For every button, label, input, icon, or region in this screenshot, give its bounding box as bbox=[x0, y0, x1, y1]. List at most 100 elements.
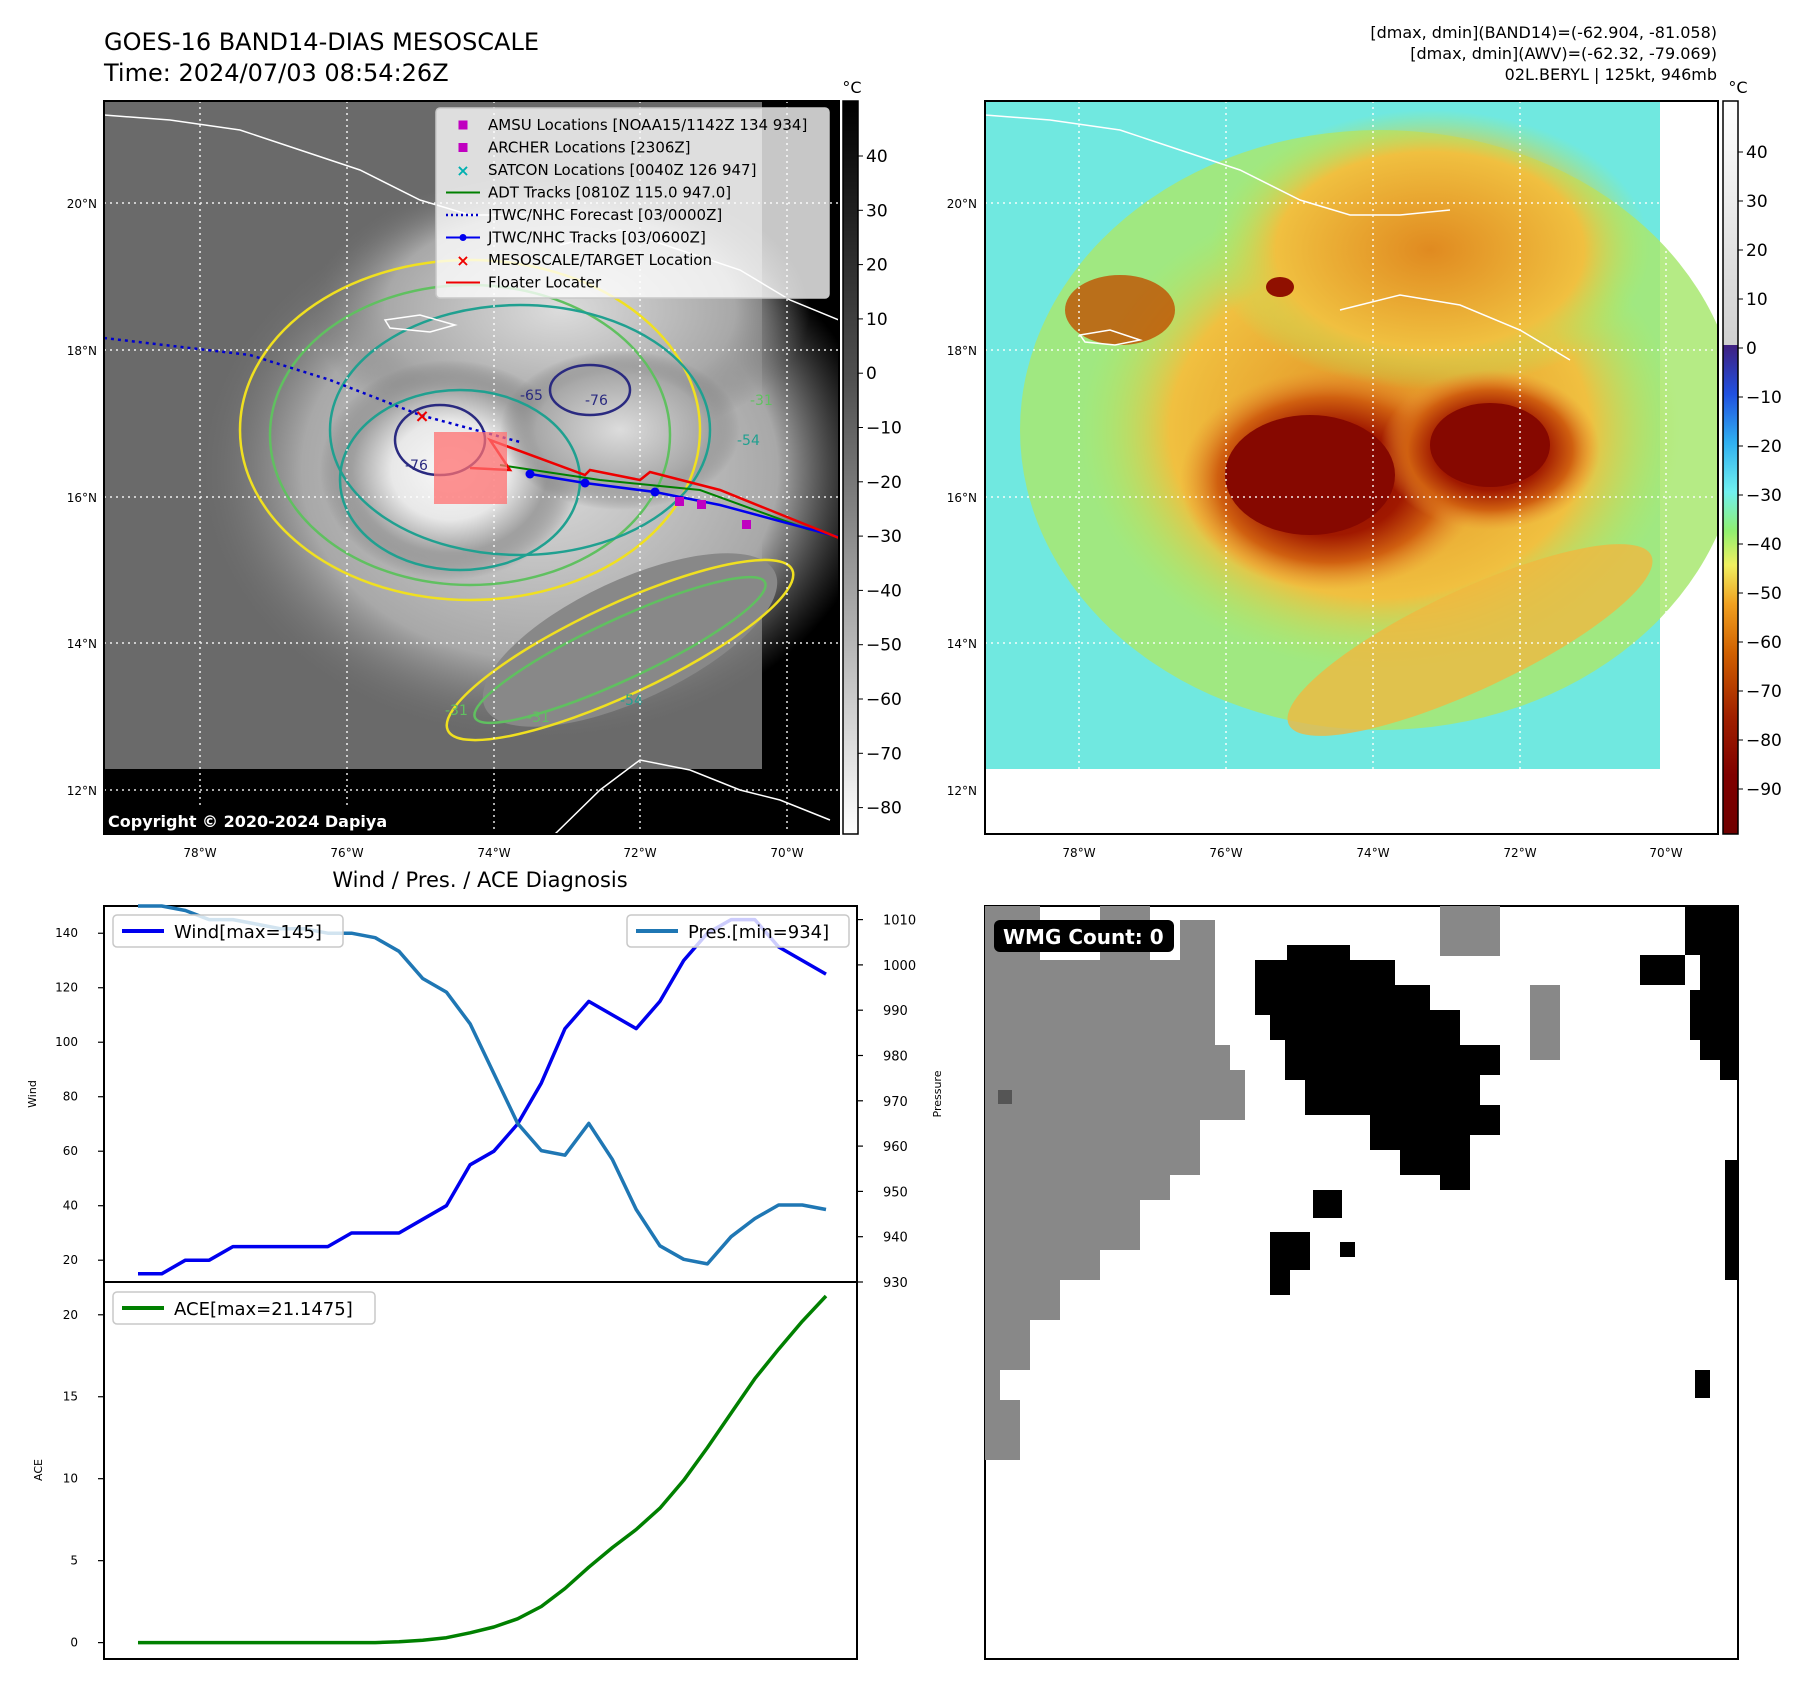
contour-teal-inner bbox=[338, 388, 582, 572]
colorbar-gradient bbox=[842, 100, 859, 835]
amsu-marker bbox=[675, 497, 684, 506]
lon-tick-label: 74°W bbox=[1356, 846, 1389, 860]
colorbar-tick-label: 20 bbox=[866, 256, 888, 276]
copyright-text: Copyright © 2020-2024 Dapiya bbox=[108, 812, 387, 831]
coastline-southamerica bbox=[554, 759, 831, 834]
jtwc-track-point bbox=[580, 478, 590, 488]
colorbar-ticks: 40 30 20 10 0 −10 −20 −30 −40 −50 −60 −70 −80 −90 bbox=[1738, 143, 1782, 800]
colorbar-tick-label: 20 bbox=[1746, 241, 1768, 261]
wind-ytick-label: 60 bbox=[63, 1144, 78, 1158]
contour-south-green bbox=[473, 575, 767, 725]
legend-label: MESOSCALE/TARGET Location bbox=[488, 251, 712, 269]
colorbar-tick-label: −20 bbox=[1746, 437, 1782, 457]
colorbar-lower bbox=[1723, 345, 1738, 834]
pressure-legend-box bbox=[626, 914, 850, 948]
contour-label: -76 bbox=[585, 393, 608, 409]
wmg-gray-region bbox=[985, 906, 1560, 1460]
ace-legend-label: ACE[max=21.1475] bbox=[174, 1299, 353, 1320]
colorbar-tick-label: −30 bbox=[866, 527, 902, 547]
lon-tick-label: 74°W bbox=[477, 846, 510, 860]
legend-label: ADT Tracks [0810Z 115.0 947.0] bbox=[488, 184, 731, 202]
lat-tick-label: 20°N bbox=[67, 197, 97, 211]
wmg-count-label: WMG Count: 0 bbox=[1003, 925, 1164, 949]
contour-south-yellow bbox=[445, 558, 795, 742]
pressure-ytick-label: 990 bbox=[883, 1004, 908, 1019]
map-legend: AMSU Locations [NOAA15/1142Z 134 934] ARC… bbox=[435, 107, 830, 299]
ace-legend-box bbox=[112, 1291, 376, 1325]
pressure-ytick-label: 1010 bbox=[883, 914, 916, 929]
colorbar-tick-label: −70 bbox=[866, 744, 902, 764]
color-south-band bbox=[1287, 544, 1653, 736]
colorbar-tick-label: −50 bbox=[866, 636, 902, 656]
color-colorbar: °C 40 30 20 10 0 −10 −20 −30 −40 −50 −60 −70 −80 −90 bbox=[1722, 78, 1782, 835]
adt-track bbox=[499, 464, 811, 531]
wind-ytick-label: 120 bbox=[55, 981, 78, 995]
colorbar-tick-label: −60 bbox=[866, 690, 902, 710]
colorbar-tick-label: 10 bbox=[1746, 290, 1768, 310]
color-gridlines bbox=[985, 101, 1718, 834]
color-cold-core bbox=[1225, 415, 1395, 535]
lat-tick-label: 14°N bbox=[67, 637, 97, 651]
legend-marker-dot bbox=[459, 234, 467, 241]
pressure-ytick-label: 970 bbox=[883, 1095, 908, 1110]
wind-ytick-label: 40 bbox=[63, 1199, 78, 1213]
pressure-legend: Pres.[min=934] bbox=[626, 914, 850, 948]
colorbar-tick-label: 30 bbox=[866, 201, 888, 221]
lon-tick-label: 72°W bbox=[1503, 846, 1536, 860]
lat-tick-label: 12°N bbox=[947, 784, 977, 798]
lon-tick-label: 78°W bbox=[1062, 846, 1095, 860]
pressure-ytick-label: 980 bbox=[883, 1049, 908, 1064]
legend-marker: × bbox=[456, 161, 469, 180]
ir-colorbar: °C 40 30 20 10 0 −10 −20 −30 −40 −50 −60 −70 −80 bbox=[842, 78, 902, 835]
colorbar-upper bbox=[1723, 101, 1738, 345]
ace-axis-label: ACE bbox=[32, 1459, 45, 1481]
color-cold-core-east bbox=[1430, 403, 1550, 487]
colorbar-tick-label: 0 bbox=[866, 364, 877, 384]
colorbar-tick-label: 30 bbox=[1746, 192, 1768, 212]
archer-marker bbox=[697, 500, 706, 509]
wind-ytick-label: 100 bbox=[55, 1035, 78, 1049]
ir-south-band bbox=[482, 553, 778, 727]
wind-legend-label: Wind[max=145] bbox=[174, 922, 322, 943]
wmg-label-background bbox=[994, 920, 1174, 952]
contour-teal bbox=[328, 303, 712, 557]
contour-label: -65 bbox=[520, 388, 543, 404]
ir-east-cloud bbox=[500, 350, 740, 510]
colorbar-tick-label: −70 bbox=[1746, 682, 1782, 702]
ir-lat-ticks: 20°N 18°N 16°N 14°N 12°N bbox=[67, 197, 97, 798]
ace-ytick-label: 5 bbox=[70, 1554, 78, 1568]
contour-label: -31 bbox=[750, 393, 773, 409]
color-lon-ticks: 78°W 76°W 74°W 72°W 70°W bbox=[1062, 846, 1682, 860]
ir-map-frame bbox=[103, 100, 840, 835]
colorbar-ticks: 40 30 20 10 0 −10 −20 −30 −40 −50 −60 −70 −80 bbox=[858, 147, 902, 819]
pressure-axis-label: Pressure bbox=[931, 1070, 944, 1117]
color-coastline-cuba bbox=[985, 114, 1451, 216]
contour-navy-east bbox=[548, 363, 632, 417]
colorbar-tick-label: 40 bbox=[1746, 143, 1768, 163]
lon-tick-label: 72°W bbox=[623, 846, 656, 860]
ace-line bbox=[138, 1294, 828, 1645]
colorbar-tick-label: −40 bbox=[1746, 535, 1782, 555]
wind-yticks: 20 40 60 80 100 120 140 bbox=[55, 926, 104, 1267]
pressure-ytick-label: 950 bbox=[883, 1185, 908, 1200]
jtwc-track-point bbox=[525, 469, 535, 479]
ir-lon-ticks: 78°W 76°W 74°W 72°W 70°W bbox=[183, 846, 803, 860]
ace-legend: ACE[max=21.1475] bbox=[112, 1291, 376, 1325]
colorbar-tick-label: −60 bbox=[1746, 633, 1782, 653]
wind-ytick-label: 20 bbox=[63, 1253, 78, 1267]
lon-tick-label: 76°W bbox=[330, 846, 363, 860]
contour-label: -76 bbox=[405, 458, 428, 474]
wind-ytick-label: 80 bbox=[63, 1090, 78, 1104]
colorbar-tick-label: −80 bbox=[1746, 731, 1782, 751]
pressure-ytick-label: 960 bbox=[883, 1140, 908, 1155]
color-map-panel bbox=[985, 101, 1718, 834]
colorbar-unit: °C bbox=[1728, 78, 1747, 97]
lon-tick-label: 76°W bbox=[1209, 846, 1242, 860]
info-line-2: [dmax, dmin](AWV)=(-62.32, -79.069) bbox=[1410, 44, 1717, 63]
colorbar-tick-label: 0 bbox=[1746, 339, 1757, 359]
color-map-frame bbox=[984, 100, 1719, 835]
legend-label: JTWC/NHC Forecast [03/0000Z] bbox=[487, 206, 722, 224]
lat-tick-label: 12°N bbox=[67, 784, 97, 798]
color-small-cell bbox=[1266, 277, 1294, 297]
